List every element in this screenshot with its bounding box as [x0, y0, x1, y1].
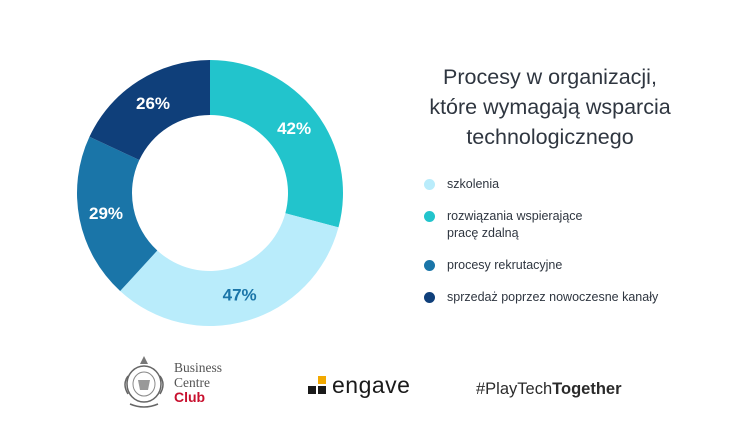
bcc-line-2: Centre	[174, 375, 210, 390]
donut-slice	[89, 60, 210, 161]
donut-slice	[120, 213, 339, 326]
legend-label: sprzedaż poprzez nowoczesne kanały	[447, 290, 659, 304]
business-centre-club-logo: Business Centre Club	[120, 354, 222, 410]
legend-label: procesy rekrutacyjne	[447, 258, 563, 272]
donut-slice	[77, 136, 158, 292]
tag-suffix: Together	[552, 380, 622, 398]
legend-swatch	[424, 292, 435, 303]
title-line-1: Procesy w organizacji,	[443, 65, 657, 89]
chart-title: Procesy w organizacji, które wymagają ws…	[400, 62, 700, 152]
hashtag-playtech-together: #PlayTechTogether	[476, 380, 622, 399]
legend-label: szkolenia	[447, 177, 500, 191]
slice-value-label: 42%	[277, 119, 311, 138]
legend-swatch	[424, 260, 435, 271]
title-line-2: które wymagają wsparcia	[429, 95, 671, 119]
bcc-line-1: Business	[174, 360, 223, 375]
tag-prefix: #PlayTech	[476, 380, 553, 398]
bcc-line-3: Club	[174, 389, 206, 405]
slice-value-label: 26%	[136, 94, 170, 113]
legend-item-sprzedaz: sprzedaż poprzez nowoczesne kanały	[424, 289, 658, 306]
legend-swatch	[424, 179, 435, 190]
slice-value-label: 47%	[223, 285, 257, 304]
bcc-emblem-icon	[124, 356, 164, 408]
legend-item-szkolenia: szkolenia	[424, 176, 499, 193]
legend-label: rozwiązania wspierające pracę zdalną	[447, 209, 583, 240]
legend-swatch	[424, 211, 435, 222]
title-line-3: technologicznego	[466, 125, 634, 149]
engave-logo: engave	[306, 372, 410, 399]
donut-slice	[210, 60, 344, 228]
footer-logos: Business Centre Club engave #PlayTechTog…	[0, 350, 750, 420]
engave-mark-icon	[306, 375, 328, 396]
legend-item-praca-zdalna: rozwiązania wspierające pracę zdalną	[424, 208, 582, 242]
legend-item-rekrutacja: procesy rekrutacyjne	[424, 257, 562, 274]
engave-wordmark: engave	[332, 372, 411, 398]
slice-value-label: 29%	[89, 204, 123, 223]
